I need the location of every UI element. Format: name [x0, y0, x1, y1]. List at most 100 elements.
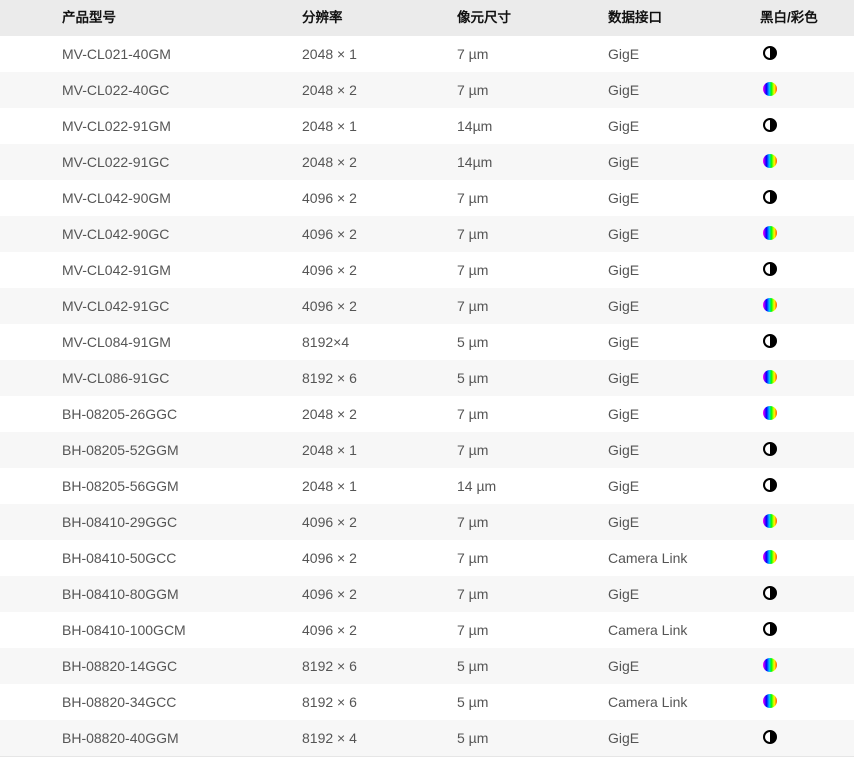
interface-cell: GigE	[608, 154, 640, 170]
interface-cell: GigE	[608, 82, 640, 98]
interface-cell: GigE	[608, 118, 640, 134]
model-cell: BH-08820-14GGC	[62, 658, 178, 674]
table-row: MV-CL042-90GM 4096 × 2 7 µm GigE	[0, 180, 854, 216]
model-cell: BH-08410-100GCM	[62, 622, 186, 638]
pixel-size-cell: 7 µm	[457, 190, 489, 206]
table-row: MV-CL022-91GM 2048 × 1 14µm GigE	[0, 108, 854, 144]
rainbow-circle-icon	[763, 514, 777, 528]
interface-cell: GigE	[608, 298, 640, 314]
resolution-cell: 8192 × 6	[302, 694, 357, 710]
half-circle-bw-icon	[763, 334, 777, 348]
table-header: 产品型号 分辨率 像元尺寸 数据接口 黑白/彩色	[0, 0, 854, 36]
half-circle-bw-icon	[763, 262, 777, 276]
pixel-size-cell: 7 µm	[457, 82, 489, 98]
half-circle-bw-icon	[763, 586, 777, 600]
resolution-cell: 4096 × 2	[302, 226, 357, 242]
rainbow-circle-icon	[763, 82, 777, 96]
pixel-size-cell: 14 µm	[457, 478, 497, 494]
model-cell: MV-CL086-91GC	[62, 370, 170, 386]
half-circle-bw-icon	[763, 118, 777, 132]
table-row: MV-CL084-91GM 8192×4 5 µm GigE	[0, 324, 854, 360]
table-row: BH-08205-52GGM 2048 × 1 7 µm GigE	[0, 432, 854, 468]
resolution-cell: 4096 × 2	[302, 262, 357, 278]
resolution-cell: 2048 × 1	[302, 442, 357, 458]
resolution-cell: 2048 × 2	[302, 406, 357, 422]
interface-cell: GigE	[608, 226, 640, 242]
pixel-size-cell: 7 µm	[457, 262, 489, 278]
pixel-size-cell: 5 µm	[457, 730, 489, 746]
rainbow-circle-icon	[763, 406, 777, 420]
half-circle-bw-icon	[763, 730, 777, 744]
resolution-cell: 8192×4	[302, 334, 350, 350]
rainbow-circle-icon	[763, 550, 777, 564]
resolution-cell: 4096 × 2	[302, 298, 357, 314]
table-row: MV-CL022-40GC 2048 × 2 7 µm GigE	[0, 72, 854, 108]
half-circle-bw-icon	[763, 622, 777, 636]
model-cell: MV-CL042-91GC	[62, 298, 170, 314]
interface-cell: GigE	[608, 730, 640, 746]
rainbow-circle-icon	[763, 658, 777, 672]
pixel-size-cell: 7 µm	[457, 46, 489, 62]
resolution-cell: 4096 × 2	[302, 514, 357, 530]
pixel-size-cell: 7 µm	[457, 514, 489, 530]
model-cell: BH-08410-50GCC	[62, 550, 177, 566]
resolution-cell: 2048 × 2	[302, 82, 357, 98]
model-cell: MV-CL022-91GM	[62, 118, 171, 134]
table-row: BH-08410-80GGM 4096 × 2 7 µm GigE	[0, 576, 854, 612]
model-cell: BH-08820-34GCC	[62, 694, 177, 710]
rainbow-circle-icon	[763, 370, 777, 384]
resolution-cell: 2048 × 1	[302, 46, 357, 62]
interface-cell: GigE	[608, 334, 640, 350]
rainbow-circle-icon	[763, 694, 777, 708]
resolution-cell: 4096 × 2	[302, 550, 357, 566]
header-pixel-size: 像元尺寸	[457, 10, 511, 25]
header-mono-color: 黑白/彩色	[760, 10, 818, 25]
model-cell: MV-CL021-40GM	[62, 46, 171, 62]
resolution-cell: 2048 × 2	[302, 154, 357, 170]
half-circle-bw-icon	[763, 46, 777, 60]
model-cell: BH-08820-40GGM	[62, 730, 179, 746]
resolution-cell: 4096 × 2	[302, 586, 357, 602]
table-row: MV-CL042-91GC 4096 × 2 7 µm GigE	[0, 288, 854, 324]
interface-cell: GigE	[608, 190, 640, 206]
header-interface: 数据接口	[608, 10, 662, 25]
model-cell: MV-CL084-91GM	[62, 334, 171, 350]
table-row: BH-08820-34GCC 8192 × 6 5 µm Camera Link	[0, 684, 854, 720]
pixel-size-cell: 5 µm	[457, 694, 489, 710]
table-row: BH-08205-26GGC 2048 × 2 7 µm GigE	[0, 396, 854, 432]
resolution-cell: 4096 × 2	[302, 622, 357, 638]
header-resolution: 分辨率	[302, 10, 343, 25]
rainbow-circle-icon	[763, 298, 777, 312]
table-row: BH-08410-29GGC 4096 × 2 7 µm GigE	[0, 504, 854, 540]
pixel-size-cell: 14µm	[457, 118, 493, 134]
pixel-size-cell: 5 µm	[457, 658, 489, 674]
header-model: 产品型号	[62, 10, 116, 25]
pixel-size-cell: 7 µm	[457, 586, 489, 602]
table-row: BH-08820-40GGM 8192 × 4 5 µm GigE	[0, 720, 854, 756]
model-cell: BH-08205-26GGC	[62, 406, 178, 422]
table-row: BH-08205-56GGM 2048 × 1 14 µm GigE	[0, 468, 854, 504]
interface-cell: Camera Link	[608, 622, 688, 638]
pixel-size-cell: 5 µm	[457, 334, 489, 350]
resolution-cell: 2048 × 1	[302, 118, 357, 134]
pixel-size-cell: 7 µm	[457, 406, 489, 422]
table-row: BH-08820-14GGC 8192 × 6 5 µm GigE	[0, 648, 854, 684]
table-row: MV-CL022-91GC 2048 × 2 14µm GigE	[0, 144, 854, 180]
model-cell: BH-08205-56GGM	[62, 478, 179, 494]
interface-cell: GigE	[608, 514, 640, 530]
interface-cell: Camera Link	[608, 550, 688, 566]
pixel-size-cell: 7 µm	[457, 622, 489, 638]
interface-cell: GigE	[608, 442, 640, 458]
table-row: MV-CL042-91GM 4096 × 2 7 µm GigE	[0, 252, 854, 288]
pixel-size-cell: 14µm	[457, 154, 493, 170]
model-cell: MV-CL022-91GC	[62, 154, 170, 170]
interface-cell: GigE	[608, 478, 640, 494]
pixel-size-cell: 7 µm	[457, 550, 489, 566]
model-cell: BH-08410-29GGC	[62, 514, 178, 530]
interface-cell: Camera Link	[608, 694, 688, 710]
model-cell: BH-08205-52GGM	[62, 442, 179, 458]
interface-cell: GigE	[608, 658, 640, 674]
interface-cell: GigE	[608, 262, 640, 278]
half-circle-bw-icon	[763, 442, 777, 456]
